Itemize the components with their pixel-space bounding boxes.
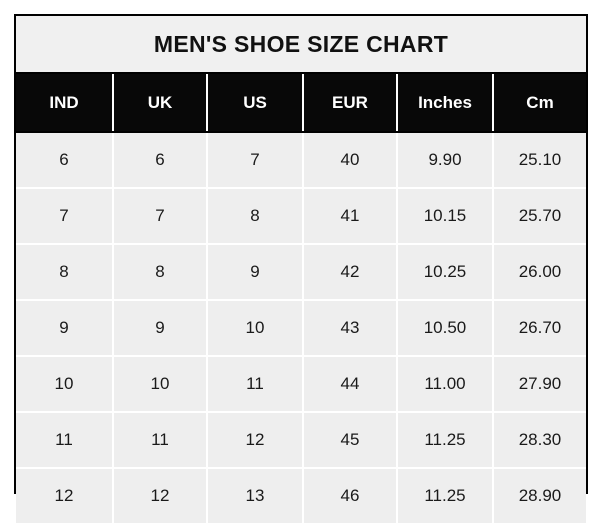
cell-eur: 44 (303, 356, 398, 413)
column-header-eur: EUR (303, 74, 398, 133)
column-header-cm: Cm (493, 74, 586, 133)
cell-uk: 11 (113, 412, 208, 469)
cell-cm: 26.00 (493, 244, 586, 301)
table-row: 11 11 12 45 11.25 28.30 (16, 412, 586, 469)
cell-ind: 7 (16, 188, 114, 245)
cell-inches: 10.50 (397, 300, 494, 357)
cell-inches: 9.90 (397, 132, 494, 189)
cell-cm: 27.90 (493, 356, 586, 413)
cell-us: 12 (207, 412, 304, 469)
cell-inches: 11.25 (397, 412, 494, 469)
cell-inches: 10.15 (397, 188, 494, 245)
cell-uk: 9 (113, 300, 208, 357)
table-row: 9 9 10 43 10.50 26.70 (16, 300, 586, 357)
cell-cm: 25.10 (493, 132, 586, 189)
cell-ind: 9 (16, 300, 114, 357)
cell-eur: 41 (303, 188, 398, 245)
cell-uk: 8 (113, 244, 208, 301)
table-header-row: IND UK US EUR Inches Cm (16, 74, 586, 133)
table-header: IND UK US EUR Inches Cm (16, 74, 586, 133)
cell-uk: 6 (113, 132, 208, 189)
cell-us: 8 (207, 188, 304, 245)
cell-uk: 7 (113, 188, 208, 245)
table-row: 7 7 8 41 10.15 25.70 (16, 188, 586, 245)
chart-title: MEN'S SHOE SIZE CHART (16, 16, 586, 74)
cell-ind: 8 (16, 244, 114, 301)
cell-ind: 11 (16, 412, 114, 469)
cell-eur: 40 (303, 132, 398, 189)
shoe-size-table: IND UK US EUR Inches Cm 6 6 7 40 9.90 25… (16, 74, 586, 523)
cell-ind: 6 (16, 132, 114, 189)
cell-uk: 10 (113, 356, 208, 413)
table-body: 6 6 7 40 9.90 25.10 7 7 8 41 10.15 25.70… (16, 132, 586, 523)
cell-cm: 26.70 (493, 300, 586, 357)
column-header-us: US (207, 74, 304, 133)
cell-uk: 12 (113, 468, 208, 523)
cell-us: 10 (207, 300, 304, 357)
cell-eur: 42 (303, 244, 398, 301)
table-row: 12 12 13 46 11.25 28.90 (16, 468, 586, 523)
cell-us: 11 (207, 356, 304, 413)
table-row: 8 8 9 42 10.25 26.00 (16, 244, 586, 301)
table-row: 10 10 11 44 11.00 27.90 (16, 356, 586, 413)
size-chart-container: MEN'S SHOE SIZE CHART IND UK US EUR Inch… (14, 14, 588, 523)
cell-inches: 11.00 (397, 356, 494, 413)
column-header-inches: Inches (397, 74, 494, 133)
column-header-uk: UK (113, 74, 208, 133)
cell-ind: 12 (16, 468, 114, 523)
table-row: 6 6 7 40 9.90 25.10 (16, 132, 586, 189)
cell-inches: 10.25 (397, 244, 494, 301)
cell-ind: 10 (16, 356, 114, 413)
cell-cm: 25.70 (493, 188, 586, 245)
cell-inches: 11.25 (397, 468, 494, 523)
cell-eur: 46 (303, 468, 398, 523)
cell-eur: 45 (303, 412, 398, 469)
cell-eur: 43 (303, 300, 398, 357)
cell-cm: 28.30 (493, 412, 586, 469)
column-header-ind: IND (16, 74, 114, 133)
cell-cm: 28.90 (493, 468, 586, 523)
cell-us: 7 (207, 132, 304, 189)
cell-us: 13 (207, 468, 304, 523)
cell-us: 9 (207, 244, 304, 301)
